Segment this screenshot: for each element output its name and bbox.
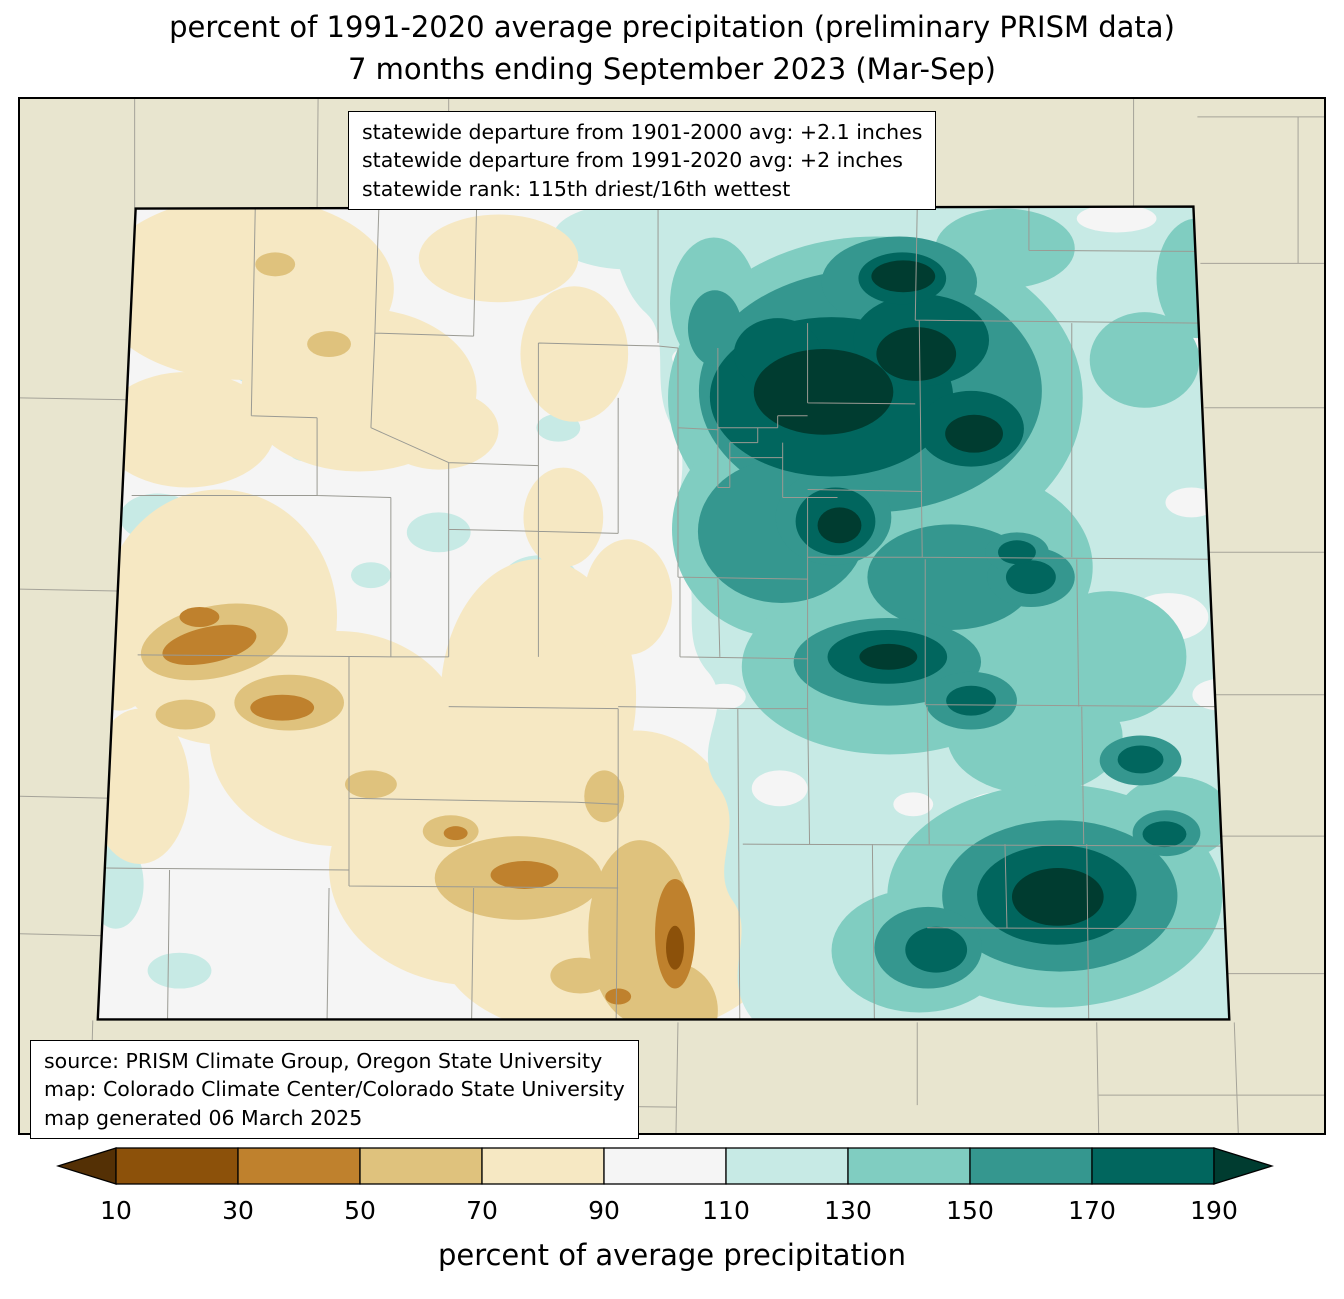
colorbar-tick-label: 30 xyxy=(222,1196,254,1225)
colorbar-tick-label: 190 xyxy=(1190,1196,1238,1225)
page-subtitle: 7 months ending September 2023 (Mar-Sep) xyxy=(348,52,996,86)
stats-line-2: statewide departure from 1991-2020 avg: … xyxy=(362,148,903,173)
colorbar-segment xyxy=(725,1147,849,1185)
source-line-1: source: PRISM Climate Group, Oregon Stat… xyxy=(44,1049,603,1073)
colorbar-tick-label: 50 xyxy=(344,1196,376,1225)
colorbar-left-arrow xyxy=(56,1147,117,1185)
colorbar-segment xyxy=(359,1147,483,1185)
colorbar-segment xyxy=(115,1147,239,1185)
colorbar-segment xyxy=(847,1147,971,1185)
colorbar-tick-label: 150 xyxy=(946,1196,994,1225)
stats-line-3: statewide rank: 115th driest/16th wettes… xyxy=(362,176,791,201)
colorbar-segment xyxy=(481,1147,605,1185)
colorbar-tick-label: 110 xyxy=(702,1196,750,1225)
region-10-30 xyxy=(666,925,684,970)
source-line-3: map generated 06 March 2025 xyxy=(44,1105,363,1130)
region-gt190 xyxy=(753,260,1104,926)
source-line-2: map: Colorado Climate Center/Colorado St… xyxy=(44,1077,625,1102)
colorbar xyxy=(56,1147,1274,1185)
colorado-precipitation-map xyxy=(20,99,1324,1133)
colorbar-tick-label: 70 xyxy=(466,1196,498,1225)
colorbar-tick-label: 170 xyxy=(1068,1196,1116,1225)
colorbar-tick-label: 90 xyxy=(588,1196,620,1225)
colorbar-segment xyxy=(237,1147,361,1185)
colorbar-tick-label: 10 xyxy=(100,1196,132,1225)
stats-line-1: statewide departure from 1901-2000 avg: … xyxy=(362,120,923,144)
colorbar-segment xyxy=(603,1147,727,1185)
colorbar-segment xyxy=(969,1147,1093,1185)
county-lines xyxy=(104,206,1227,1020)
map-frame xyxy=(18,97,1326,1135)
statewide-stats-box: statewide departure from 1901-2000 avg: … xyxy=(348,111,937,210)
source-attribution-box: source: PRISM Climate Group, Oregon Stat… xyxy=(30,1040,639,1139)
colorbar-right-arrow xyxy=(1213,1147,1274,1185)
page-title: percent of 1991-2020 average precipitati… xyxy=(169,10,1175,44)
colorbar-tick-label: 130 xyxy=(824,1196,872,1225)
colorbar-segment xyxy=(1091,1147,1215,1185)
colorbar-caption: percent of average precipitation xyxy=(437,1238,907,1272)
